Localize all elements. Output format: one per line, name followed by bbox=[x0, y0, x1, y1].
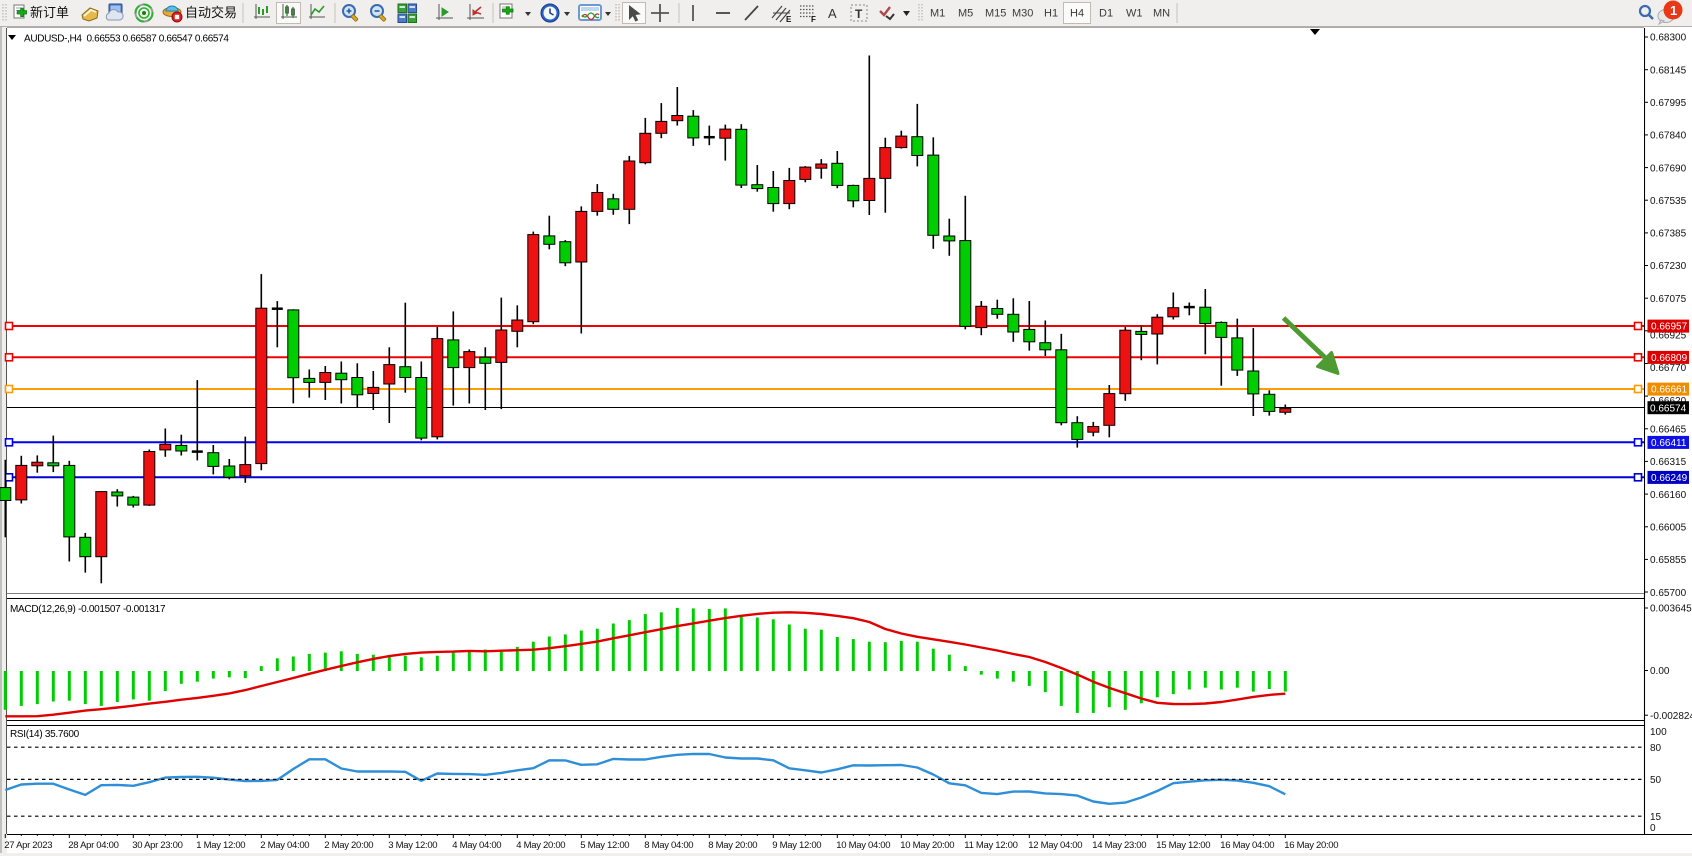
svg-text:15: 15 bbox=[1650, 812, 1662, 823]
svg-text:M30: M30 bbox=[1012, 8, 1033, 20]
svg-text:新订单: 新订单 bbox=[30, 5, 69, 20]
svg-text:MACD(12,26,9) -0.001507 -0.001: MACD(12,26,9) -0.001507 -0.001317 bbox=[10, 604, 166, 615]
svg-text:0.66315: 0.66315 bbox=[1650, 457, 1687, 468]
svg-text:0.66770: 0.66770 bbox=[1650, 363, 1687, 374]
svg-text:100: 100 bbox=[1650, 727, 1667, 738]
svg-text:2 May 20:00: 2 May 20:00 bbox=[324, 840, 373, 851]
svg-text:F: F bbox=[811, 15, 816, 24]
svg-text:16 May 04:00: 16 May 04:00 bbox=[1220, 840, 1274, 851]
svg-text:8 May 20:00: 8 May 20:00 bbox=[708, 840, 757, 851]
svg-text:4 May 04:00: 4 May 04:00 bbox=[452, 840, 501, 851]
svg-text:0.67385: 0.67385 bbox=[1650, 229, 1687, 240]
svg-text:0.66465: 0.66465 bbox=[1650, 425, 1687, 436]
svg-text:MN: MN bbox=[1153, 8, 1170, 20]
svg-text:15 May 12:00: 15 May 12:00 bbox=[1156, 840, 1210, 851]
svg-text:0.67230: 0.67230 bbox=[1650, 261, 1687, 272]
svg-text:M15: M15 bbox=[985, 8, 1006, 20]
svg-text:E: E bbox=[786, 15, 792, 24]
svg-text:0.66809: 0.66809 bbox=[1651, 353, 1688, 364]
svg-text:1: 1 bbox=[1670, 3, 1677, 18]
svg-text:M1: M1 bbox=[930, 8, 945, 20]
svg-text:自动交易: 自动交易 bbox=[185, 5, 237, 20]
svg-text:0.66249: 0.66249 bbox=[1651, 473, 1688, 484]
svg-text:H1: H1 bbox=[1044, 8, 1058, 20]
svg-text:RSI(14) 35.7600: RSI(14) 35.7600 bbox=[10, 729, 80, 740]
svg-text:0.67840: 0.67840 bbox=[1650, 131, 1687, 142]
svg-text:27 Apr 2023: 27 Apr 2023 bbox=[4, 840, 52, 851]
svg-text:M5: M5 bbox=[958, 8, 973, 20]
svg-text:50: 50 bbox=[1650, 775, 1662, 786]
svg-text:0.67995: 0.67995 bbox=[1650, 98, 1687, 109]
svg-text:4 May 20:00: 4 May 20:00 bbox=[516, 840, 565, 851]
svg-text:0.65700: 0.65700 bbox=[1650, 588, 1687, 599]
svg-text:3 May 12:00: 3 May 12:00 bbox=[388, 840, 437, 851]
svg-text:0.66160: 0.66160 bbox=[1650, 490, 1687, 501]
svg-text:14 May 23:00: 14 May 23:00 bbox=[1092, 840, 1146, 851]
svg-text:0.66661: 0.66661 bbox=[1651, 385, 1688, 396]
svg-text:80: 80 bbox=[1650, 743, 1662, 754]
svg-text:0.66574: 0.66574 bbox=[1650, 404, 1687, 415]
svg-text:9 May 12:00: 9 May 12:00 bbox=[772, 840, 821, 851]
svg-text:0.67535: 0.67535 bbox=[1650, 196, 1687, 207]
svg-text:T: T bbox=[855, 7, 863, 21]
svg-text:0.66411: 0.66411 bbox=[1651, 438, 1687, 449]
svg-text:0.65855: 0.65855 bbox=[1650, 555, 1687, 566]
svg-text:10 May 04:00: 10 May 04:00 bbox=[836, 840, 890, 851]
svg-text:11 May 12:00: 11 May 12:00 bbox=[964, 840, 1017, 851]
svg-text:0.66005: 0.66005 bbox=[1650, 523, 1687, 534]
svg-text:28 Apr 04:00: 28 Apr 04:00 bbox=[68, 840, 118, 851]
svg-text:8 May 04:00: 8 May 04:00 bbox=[644, 840, 693, 851]
svg-text:0.67690: 0.67690 bbox=[1650, 163, 1687, 174]
svg-text:W1: W1 bbox=[1126, 8, 1143, 20]
svg-text:0: 0 bbox=[1650, 823, 1656, 834]
svg-text:0.003645: 0.003645 bbox=[1650, 604, 1692, 615]
svg-text:1 May 12:00: 1 May 12:00 bbox=[196, 840, 245, 851]
svg-text:A: A bbox=[828, 6, 837, 21]
svg-text:D1: D1 bbox=[1099, 8, 1113, 20]
svg-text:16 May 20:00: 16 May 20:00 bbox=[1284, 840, 1338, 851]
svg-text:H4: H4 bbox=[1070, 8, 1084, 20]
svg-text:0.68300: 0.68300 bbox=[1650, 33, 1687, 44]
svg-text:0.00: 0.00 bbox=[1650, 666, 1670, 677]
svg-text:AUDUSD-,H4 0.66553 0.66587 0.: AUDUSD-,H4 0.66553 0.66587 0.66547 0.665… bbox=[24, 34, 229, 45]
svg-text:10 May 20:00: 10 May 20:00 bbox=[900, 840, 954, 851]
svg-text:0.67075: 0.67075 bbox=[1650, 294, 1687, 305]
svg-text:0.68145: 0.68145 bbox=[1650, 65, 1687, 76]
svg-text:2 May 04:00: 2 May 04:00 bbox=[260, 840, 309, 851]
svg-text:5 May 12:00: 5 May 12:00 bbox=[580, 840, 629, 851]
svg-text:12 May 04:00: 12 May 04:00 bbox=[1028, 840, 1082, 851]
svg-text:-0.002824: -0.002824 bbox=[1650, 711, 1692, 722]
svg-text:0.66957: 0.66957 bbox=[1651, 322, 1688, 333]
svg-text:30 Apr 23:00: 30 Apr 23:00 bbox=[132, 840, 182, 851]
svg-text:0.66925: 0.66925 bbox=[1650, 331, 1687, 342]
